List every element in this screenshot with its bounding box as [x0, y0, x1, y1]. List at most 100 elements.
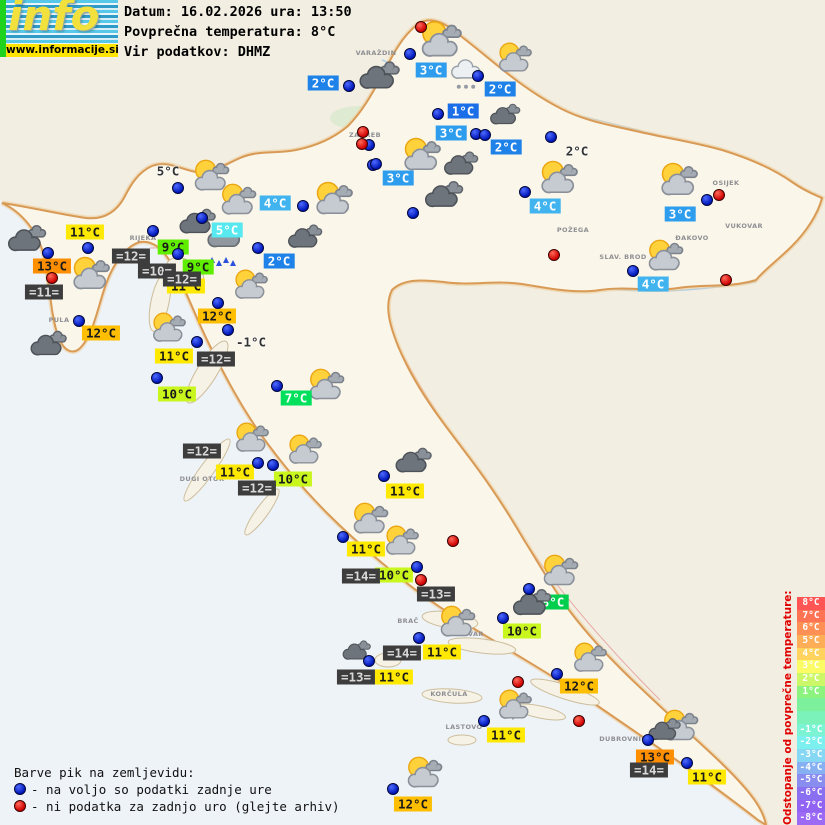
station-dot-red: [46, 272, 58, 284]
station-dot-blue: [627, 265, 639, 277]
weather-icon-cloud-dark: [648, 718, 681, 741]
station-dot-blue: [472, 70, 484, 82]
weather-icon-sun-cloud: [499, 689, 532, 720]
weather-icon-sun-cloud: [73, 256, 110, 290]
temp-label: 3°C: [435, 125, 467, 141]
temp-label: 1°C: [447, 103, 479, 119]
weather-icon-cloud-dark: [443, 151, 478, 176]
station-dot-red: [415, 21, 427, 33]
temp-label: 2°C: [307, 75, 339, 91]
city-label: PULA: [48, 316, 70, 324]
archive-temp-label: =14=: [341, 568, 381, 584]
site-logo[interactable]: info www.informacije.si: [0, 0, 119, 57]
station-dot-blue: [701, 194, 713, 206]
red-dot-icon: [14, 800, 26, 812]
temp-label: 11°C: [215, 464, 255, 480]
logo-url-link[interactable]: www.informacije.si: [6, 44, 119, 57]
station-dot-blue: [337, 531, 349, 543]
weather-icon-sun-cloud: [574, 642, 607, 673]
scale-cell: 8°C: [797, 597, 825, 610]
legend-item-red: - ni podatka za zadnjo uro (glejte arhiv…: [14, 799, 340, 814]
weather-icon-sun-cloud: [543, 554, 578, 586]
weather-icon-cloud-dark: [30, 330, 67, 356]
weather-icon-sun-cloud: [440, 605, 475, 637]
city-label: OSIJEK: [712, 179, 740, 187]
dot-color-legend: Barve pik na zemljevidu: - na voljo so p…: [14, 765, 340, 814]
temp-label: 10°C: [502, 623, 542, 639]
logo-wordmark: info: [8, 0, 100, 40]
station-dot-blue: [271, 380, 283, 392]
station-dot-blue: [147, 225, 159, 237]
header-date-line: Datum: 16.02.2026 ura: 13:50: [124, 4, 352, 20]
scale-cell: -7°C: [797, 799, 825, 813]
temp-label: 10°C: [157, 386, 197, 402]
legend-item-blue-text: - na voljo so podatki zadnje ure: [31, 782, 272, 797]
scale-cell: 7°C: [797, 609, 825, 623]
station-dot-blue: [551, 668, 563, 680]
city-label: VARAŽDIN: [355, 49, 397, 57]
weather-icon-sun-cloud: [309, 368, 344, 400]
temp-label: 12°C: [559, 678, 599, 694]
scale-cell: [797, 698, 825, 711]
weather-icon-sun-cloud: [221, 183, 256, 215]
temp-label: 12°C: [393, 796, 433, 812]
station-dot-blue: [519, 186, 531, 198]
temp-label: 11°C: [374, 669, 414, 685]
scale-cell: 4°C: [797, 647, 825, 661]
temp-label: 3°C: [382, 170, 414, 186]
scale-cell: 1°C: [797, 685, 825, 699]
station-dot-blue: [404, 48, 416, 60]
station-dot-blue: [497, 612, 509, 624]
temp-label: 2°C: [565, 143, 589, 159]
blue-dot-icon: [14, 783, 26, 795]
weather-icon-sun-cloud: [421, 20, 462, 57]
station-dot-blue: [432, 108, 444, 120]
scale-cell: -4°C: [797, 761, 825, 775]
temp-label: 4°C: [529, 198, 561, 214]
legend-item-blue: - na voljo so podatki zadnje ure: [14, 782, 340, 797]
city-label: POŽEGA: [556, 226, 590, 234]
weather-icon-cloud-dark: [512, 589, 551, 616]
archive-temp-label: =12=: [237, 480, 277, 496]
city-label: BRAČ: [397, 617, 419, 625]
scale-cell: -5°C: [797, 774, 825, 787]
temp-label: -1°C: [235, 334, 267, 350]
scale-cell: -2°C: [797, 736, 825, 749]
temp-label: 5°C: [156, 163, 180, 179]
weather-icon-sun-cloud: [236, 422, 269, 453]
weather-icon-cloud-dark: [395, 447, 432, 473]
city-label: DUGI OTOK: [179, 475, 225, 483]
temp-label: 11°C: [154, 348, 194, 364]
station-dot-blue: [378, 470, 390, 482]
station-dot-red: [720, 274, 732, 286]
station-dot-blue: [363, 655, 375, 667]
station-dot-blue: [42, 247, 54, 259]
temp-label: 11°C: [422, 644, 462, 660]
header-avg-temp-line: Povprečna temperatura: 8°C: [124, 24, 336, 40]
scale-cell: [797, 710, 825, 724]
archive-temp-label: =12=: [111, 248, 151, 264]
station-dot-blue: [252, 457, 264, 469]
station-dot-red: [357, 126, 369, 138]
station-dot-blue: [387, 783, 399, 795]
legend-item-red-text: - ni podatka za zadnjo uro (glejte arhiv…: [31, 799, 340, 814]
station-dot-blue: [191, 336, 203, 348]
station-dot-blue: [545, 131, 557, 143]
temp-label: 4°C: [259, 195, 291, 211]
weather-icon-cloud-dark: [359, 61, 400, 89]
scale-cell: 6°C: [797, 622, 825, 635]
station-dot-red: [573, 715, 585, 727]
weather-icon-sun-cloud: [153, 312, 186, 343]
city-label: ĐAKOVO: [675, 234, 709, 242]
temp-label: 2°C: [484, 81, 516, 97]
station-dot-blue: [82, 242, 94, 254]
city-label: HVAR: [462, 630, 484, 638]
temp-label: 12°C: [197, 308, 237, 324]
logo-green-stripe: [0, 0, 6, 57]
station-dot-blue: [172, 248, 184, 260]
station-dot-blue: [370, 158, 382, 170]
city-label: VUKOVAR: [725, 222, 763, 230]
archive-temp-label: =11=: [24, 284, 64, 300]
city-label: DUBROVNIK: [599, 735, 647, 743]
